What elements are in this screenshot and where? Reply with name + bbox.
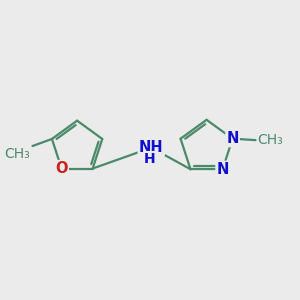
Text: NH: NH: [139, 140, 164, 154]
Text: O: O: [55, 161, 68, 176]
Text: CH₃: CH₃: [257, 133, 283, 147]
Text: N: N: [216, 162, 229, 177]
Text: CH₃: CH₃: [4, 148, 30, 161]
Text: N: N: [226, 131, 239, 146]
Text: H: H: [144, 152, 156, 166]
